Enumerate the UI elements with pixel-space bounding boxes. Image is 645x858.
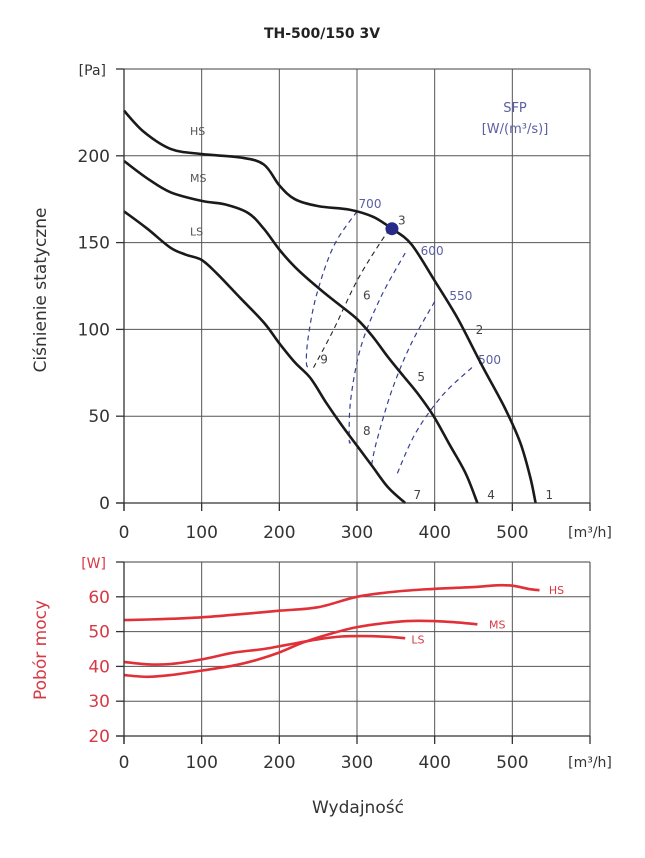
operating-point-label: 7: [413, 488, 421, 502]
pressure-curve-label: LS: [190, 226, 203, 239]
power-curve-label: HS: [549, 584, 564, 597]
x-tick-label: 100: [185, 753, 217, 773]
y-tick-label: 50: [88, 623, 110, 643]
power-grid: [124, 561, 591, 736]
x-tick-label: 500: [496, 753, 528, 773]
x-tick-label: 200: [263, 753, 295, 773]
pressure-axes: 0 50 100 150 200 0 100 200 300 400 500: [78, 68, 591, 543]
power-x-unit-label: [m³/h]: [568, 755, 612, 771]
y-tick-label: 40: [88, 657, 110, 677]
sfp-curves: 700 600 550 500: [305, 197, 501, 478]
sfp-curve-label: 700: [359, 197, 382, 211]
power-curve-label: LS: [411, 633, 424, 646]
pressure-curve-label: HS: [190, 125, 205, 138]
y-tick-label: 150: [78, 234, 110, 254]
sfp-curve-label: 500: [478, 353, 501, 367]
power-curve-ms: [123, 619, 478, 679]
operating-point-label: 3: [398, 214, 406, 228]
sfp-curve-550: [370, 301, 436, 469]
operating-point-label: 9: [320, 353, 328, 367]
power-unit-label: [W]: [81, 556, 106, 572]
sfp-legend: SFP [W/(m³/s)]: [482, 101, 549, 137]
pressure-curve-hs: [123, 109, 537, 504]
system-curve: [313, 228, 391, 368]
sfp-curve-label: 600: [421, 244, 444, 258]
operating-points: 1 2 3 4 5 6 7 8 9: [320, 214, 553, 502]
x-tick-label: 500: [496, 523, 528, 543]
operating-point-label: 5: [417, 370, 425, 384]
x-tick-label: 300: [341, 753, 373, 773]
power-axes: 20 30 40 50 60 0 100 200 300 400 500: [88, 561, 591, 773]
power-series: HS MS LS: [123, 583, 564, 679]
y-tick-label: 60: [88, 588, 110, 608]
x-tick-label: 400: [418, 523, 450, 543]
highlight-operating-point: [385, 222, 399, 236]
y-tick-label: 50: [88, 407, 110, 427]
x-tick-label: 0: [119, 753, 130, 773]
operating-point-label: 8: [363, 424, 371, 438]
y-tick-label: 30: [88, 692, 110, 712]
pressure-x-unit-label: [m³/h]: [568, 525, 612, 541]
operating-point-label: 6: [363, 288, 371, 302]
x-tick-label: 300: [341, 523, 373, 543]
pressure-unit-label: [Pa]: [79, 63, 106, 79]
x-tick-label: 400: [418, 753, 450, 773]
y-tick-label: 20: [88, 727, 110, 747]
y-tick-label: 100: [78, 320, 110, 340]
sfp-curve-label: 550: [449, 289, 472, 303]
y-tick-label: 200: [78, 147, 110, 167]
pressure-grid: [124, 68, 591, 503]
power-curve-hs: [123, 583, 540, 622]
sfp-curve-700: [305, 211, 358, 369]
pressure-axis-title: Ciśnienie statyczne: [31, 208, 51, 373]
pressure-curve-ls: [123, 210, 407, 504]
x-tick-label: 0: [119, 523, 130, 543]
sfp-curve-600: [348, 252, 406, 444]
operating-point-label: 1: [546, 488, 554, 502]
x-tick-label: 100: [185, 523, 217, 543]
sfp-curve-500: [395, 367, 473, 478]
pressure-curve-ms: [123, 159, 479, 504]
sfp-legend-unit: [W/(m³/s)]: [482, 122, 549, 137]
x-axis-title: Wydajność: [312, 798, 404, 818]
pressure-series: HS MS LS: [123, 109, 537, 504]
operating-point-label: 2: [476, 323, 484, 337]
chart-title: TH-500/150 3V: [264, 26, 380, 42]
y-tick-label: 0: [99, 494, 110, 514]
operating-point-label: 4: [487, 488, 495, 502]
power-curve-ls: [123, 634, 406, 666]
sfp-legend-title: SFP: [503, 101, 527, 116]
power-curve-label: MS: [489, 619, 505, 632]
x-tick-label: 200: [263, 523, 295, 543]
power-axis-title: Pobór mocy: [31, 600, 51, 700]
pressure-curve-label: MS: [190, 172, 206, 185]
